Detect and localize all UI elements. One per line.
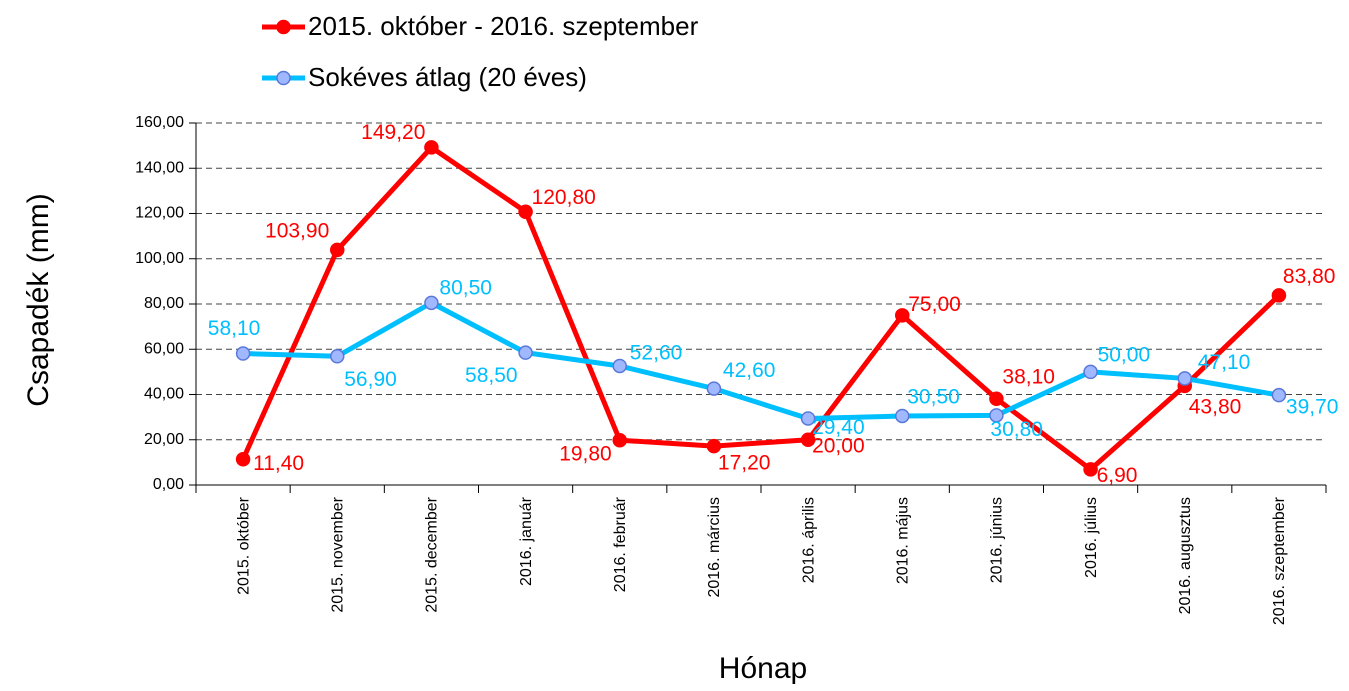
- x-tick-label: 2016. április: [800, 497, 817, 583]
- legend-marker: [276, 70, 291, 86]
- data-label: 47,10: [1198, 351, 1251, 374]
- data-label: 39,70: [1286, 396, 1339, 419]
- x-axis-title: Hónap: [719, 652, 807, 685]
- y-tick-label: 140,00: [135, 159, 184, 176]
- data-point: [518, 204, 533, 219]
- data-label: 58,10: [208, 317, 261, 340]
- x-tick-label: 2016. február: [612, 496, 629, 592]
- y-tick-label: 160,00: [135, 114, 184, 131]
- data-point: [706, 381, 722, 396]
- data-point: [235, 451, 251, 467]
- data-point: [1083, 462, 1098, 477]
- data-point: [1271, 288, 1287, 303]
- data-label: 6,90: [1097, 464, 1138, 487]
- data-label: 52,60: [630, 342, 683, 365]
- data-label: 38,10: [1002, 365, 1055, 388]
- data-point: [1083, 364, 1098, 380]
- x-tick-label: 2016. május: [894, 497, 911, 584]
- data-label: 19,80: [559, 443, 612, 466]
- data-point: [895, 308, 910, 323]
- data-point: [1177, 371, 1192, 386]
- data-point: [424, 295, 439, 311]
- data-point: [989, 408, 1004, 423]
- legend-label: Sokéves átlag (20 éves): [308, 62, 587, 92]
- data-point: [235, 346, 251, 361]
- y-tick-label: 40,00: [144, 386, 184, 403]
- y-tick-label: 120,00: [135, 205, 184, 222]
- data-point: [330, 242, 345, 258]
- x-tick-label: 2016. január: [518, 496, 535, 586]
- data-point: [989, 391, 1004, 407]
- data-label: 50,00: [1098, 343, 1151, 366]
- data-label: 30,80: [990, 418, 1043, 441]
- y-tick-label: 80,00: [144, 295, 184, 312]
- x-tick-label: 2015. október: [235, 496, 252, 595]
- data-point: [1271, 387, 1287, 403]
- y-tick-label: 100,00: [135, 250, 184, 267]
- data-label: 103,90: [265, 219, 329, 242]
- x-tick-label: 2016. június: [989, 497, 1006, 583]
- data-label: 80,50: [439, 276, 492, 299]
- data-point: [895, 408, 910, 424]
- x-tick-label: 2016. március: [706, 497, 723, 598]
- data-label: 83,80: [1283, 265, 1336, 288]
- series-line: [240, 144, 1281, 472]
- data-label: 149,20: [361, 121, 425, 144]
- data-label: 56,90: [344, 368, 397, 391]
- y-tick-label: 60,00: [144, 340, 184, 357]
- data-label: 120,80: [532, 186, 596, 209]
- data-label: 42,60: [723, 359, 776, 382]
- data-point: [424, 140, 439, 155]
- data-label: 11,40: [253, 452, 304, 475]
- x-tick-label: 2016. július: [1083, 497, 1100, 578]
- data-point: [706, 438, 722, 454]
- y-tick-label: 20,00: [144, 431, 184, 448]
- y-tick-label: 0,00: [153, 476, 184, 493]
- data-label: 17,20: [718, 452, 771, 475]
- data-point: [800, 411, 816, 426]
- data-point: [800, 432, 816, 447]
- data-label: 43,80: [1189, 395, 1242, 418]
- x-tick-label: 2016. szeptember: [1271, 496, 1288, 625]
- data-label: 20,00: [812, 434, 865, 457]
- data-point: [612, 358, 627, 374]
- data-label: 30,50: [907, 386, 960, 409]
- data-label: 29,40: [812, 416, 865, 439]
- x-tick-label: 2015. november: [329, 496, 346, 612]
- x-tick-label: 2015. december: [424, 496, 441, 612]
- data-point: [330, 349, 345, 364]
- y-axis-title: Csapadék (mm): [22, 193, 55, 406]
- data-point: [612, 432, 627, 448]
- data-point: [518, 345, 533, 360]
- x-tick-label: 2016. augusztus: [1177, 497, 1194, 614]
- series-line: [243, 300, 1280, 421]
- data-label: 58,50: [465, 364, 518, 387]
- legend-marker: [276, 19, 291, 35]
- legend-label: 2015. október - 2016. szeptember: [308, 11, 699, 41]
- data-label: 75,00: [908, 293, 961, 316]
